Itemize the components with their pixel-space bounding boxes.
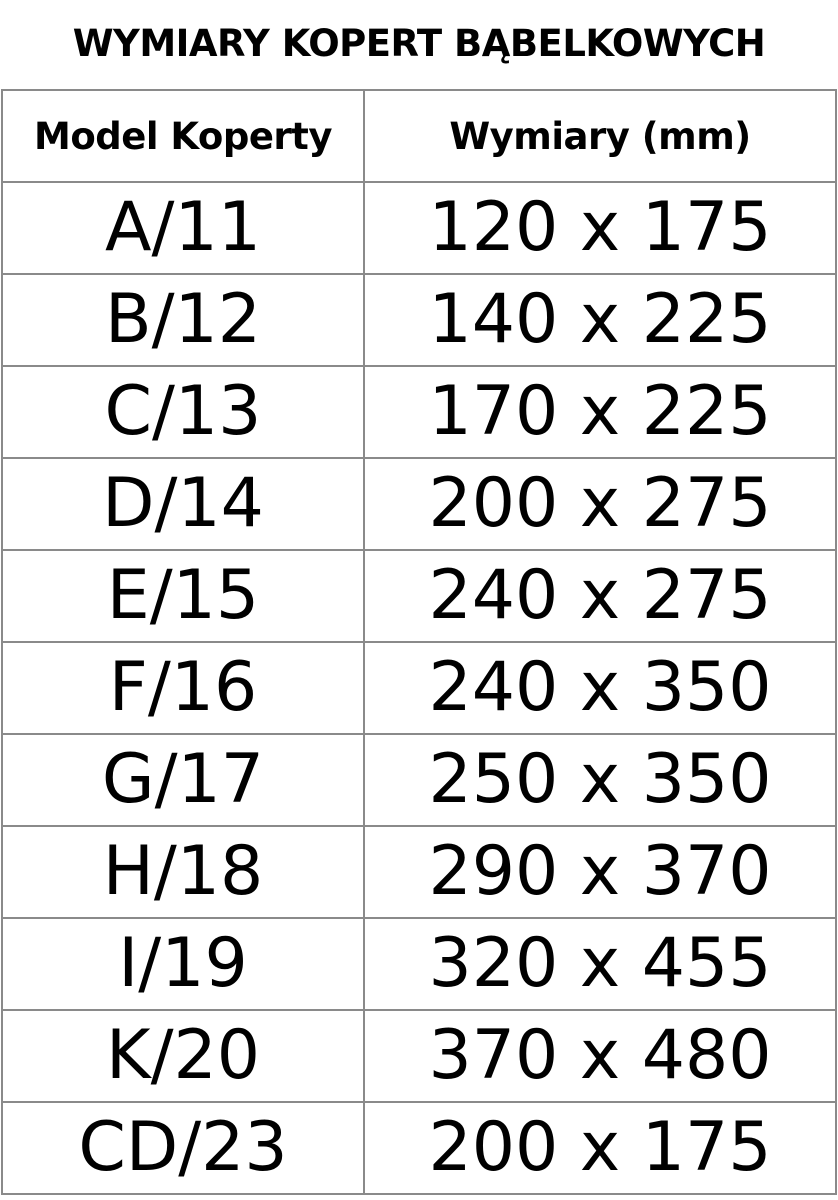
model-cell: K/20 bbox=[1, 1009, 365, 1103]
dimensions-cell: 120 x 175 bbox=[363, 181, 837, 275]
dimensions-cell: 250 x 350 bbox=[363, 733, 837, 827]
table-row: K/20 370 x 480 bbox=[1, 1009, 837, 1103]
model-cell: H/18 bbox=[1, 825, 365, 919]
table-row: C/13 170 x 225 bbox=[1, 365, 837, 459]
header-dimensions: Wymiary (mm) bbox=[363, 89, 837, 183]
header-model: Model Koperty bbox=[1, 89, 365, 183]
model-cell: B/12 bbox=[1, 273, 365, 367]
table-row: B/12 140 x 225 bbox=[1, 273, 837, 367]
page-title: WYMIARY KOPERT BĄBELKOWYCH bbox=[72, 22, 766, 65]
model-cell: A/11 bbox=[1, 181, 365, 275]
table-header-row: Model Koperty Wymiary (mm) bbox=[1, 89, 837, 183]
dimensions-cell: 320 x 455 bbox=[363, 917, 837, 1011]
model-cell: CD/23 bbox=[1, 1101, 365, 1195]
dimensions-cell: 240 x 350 bbox=[363, 641, 837, 735]
dimensions-cell: 140 x 225 bbox=[363, 273, 837, 367]
dimensions-cell: 200 x 175 bbox=[363, 1101, 837, 1195]
table-row: A/11 120 x 175 bbox=[1, 181, 837, 275]
model-cell: C/13 bbox=[1, 365, 365, 459]
model-cell: E/15 bbox=[1, 549, 365, 643]
dimensions-cell: 200 x 275 bbox=[363, 457, 837, 551]
table-row: G/17 250 x 350 bbox=[1, 733, 837, 827]
table-row: CD/23 200 x 175 bbox=[1, 1101, 837, 1195]
dimensions-cell: 290 x 370 bbox=[363, 825, 837, 919]
table-row: I/19 320 x 455 bbox=[1, 917, 837, 1011]
model-cell: D/14 bbox=[1, 457, 365, 551]
dimensions-cell: 170 x 225 bbox=[363, 365, 837, 459]
model-cell: F/16 bbox=[1, 641, 365, 735]
table-row: D/14 200 x 275 bbox=[1, 457, 837, 551]
dimensions-cell: 370 x 480 bbox=[363, 1009, 837, 1103]
model-cell: I/19 bbox=[1, 917, 365, 1011]
table-row: H/18 290 x 370 bbox=[1, 825, 837, 919]
table-row: E/15 240 x 275 bbox=[1, 549, 837, 643]
dimensions-cell: 240 x 275 bbox=[363, 549, 837, 643]
model-cell: G/17 bbox=[1, 733, 365, 827]
table-row: F/16 240 x 350 bbox=[1, 641, 837, 735]
dimensions-table: Model Koperty Wymiary (mm) A/11 120 x 175… bbox=[1, 89, 837, 1195]
